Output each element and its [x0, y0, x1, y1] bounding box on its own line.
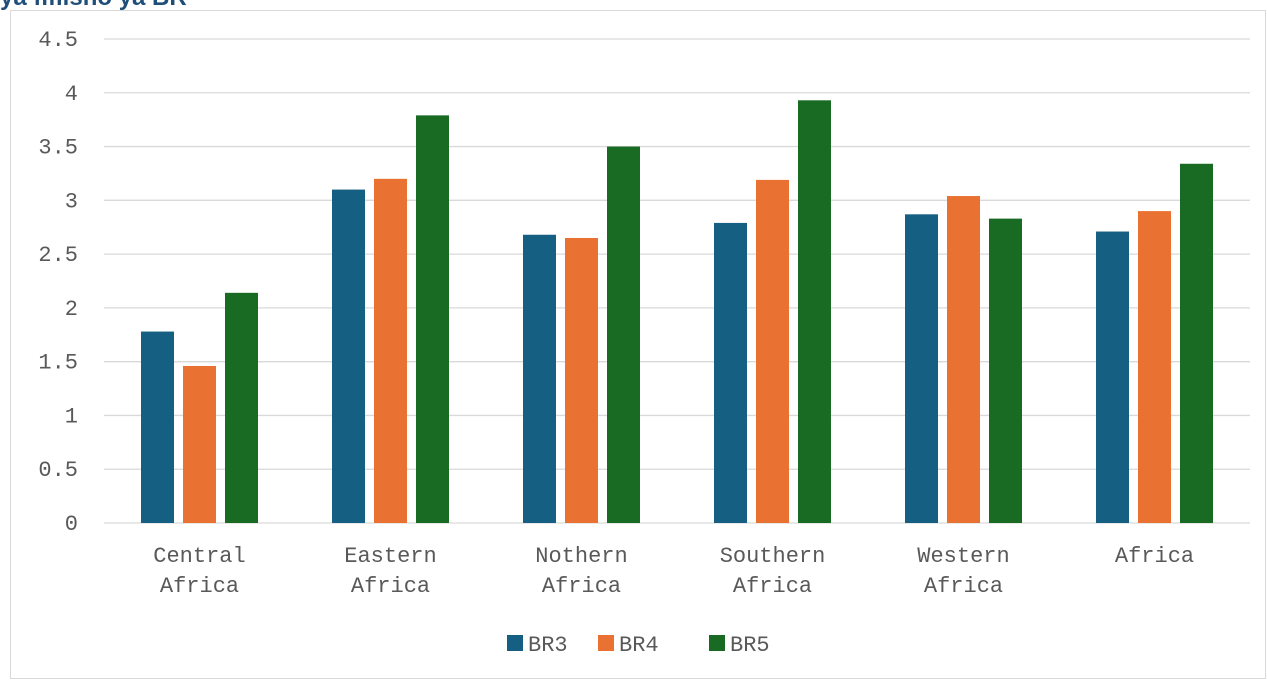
x-tick-label-line: Africa — [1115, 544, 1194, 569]
bar-br4 — [947, 196, 980, 523]
chart-frame — [10, 10, 1266, 679]
bar-br3 — [1096, 231, 1129, 523]
bar-br3 — [141, 331, 174, 523]
x-tick-label-line: Nothern — [535, 544, 627, 569]
chart-title-fragment: ya fifiisho ya BR — [0, 0, 187, 10]
bar-br3 — [905, 214, 938, 523]
y-tick-label: 2 — [65, 297, 78, 322]
legend-swatch-br4 — [598, 635, 614, 651]
y-tick-label: 1.5 — [38, 351, 78, 376]
y-axis-ticks: 0 0.5 1 1.5 2 2.5 3 3.5 4 4.5 — [38, 28, 78, 537]
bar-br5 — [989, 218, 1022, 523]
bar-br5 — [225, 292, 258, 523]
y-tick-label: 4 — [65, 82, 78, 107]
x-tick-label-line: Africa — [351, 574, 430, 599]
legend-label-br5: BR5 — [730, 633, 770, 658]
bar-br4 — [183, 365, 216, 523]
x-tick-label-line: Western — [917, 544, 1009, 569]
x-tick-label-line: Central — [153, 544, 245, 569]
gridlines — [104, 38, 1250, 524]
x-tick-label: Nothern Africa — [535, 544, 627, 599]
x-tick-label: Eastern Africa — [344, 544, 436, 599]
bar-br4 — [565, 237, 598, 523]
x-tick-label: Central Africa — [153, 544, 245, 599]
legend-swatch-br3 — [507, 635, 523, 651]
bar-br4 — [1138, 211, 1171, 524]
x-tick-label-line: Africa — [924, 574, 1003, 599]
x-tick-label-line: Africa — [542, 574, 621, 599]
legend-label-br4: BR4 — [619, 633, 659, 658]
bar-br5 — [798, 100, 831, 523]
x-tick-label: Southern Africa — [720, 544, 826, 599]
bars — [141, 100, 1213, 524]
legend-label-br3: BR3 — [528, 633, 568, 658]
legend-swatch-br5 — [709, 635, 725, 651]
x-tick-label: Africa — [1115, 544, 1194, 569]
bar-br3 — [523, 234, 556, 524]
y-tick-label: 3.5 — [38, 136, 78, 161]
x-tick-label-line: Southern — [720, 544, 826, 569]
x-tick-label-line: Africa — [733, 574, 812, 599]
legend: BR3 BR4 BR5 — [507, 633, 770, 658]
y-tick-label: 0 — [65, 512, 78, 537]
bar-br3 — [714, 222, 747, 524]
bar-br3 — [332, 189, 365, 524]
y-tick-label: 1 — [65, 404, 78, 429]
x-tick-label-line: Eastern — [344, 544, 436, 569]
bar-br4 — [756, 179, 789, 524]
y-tick-label: 0.5 — [38, 458, 78, 483]
x-tick-label-line: Africa — [160, 574, 239, 599]
y-tick-label: 2.5 — [38, 243, 78, 268]
bar-br5 — [607, 146, 640, 524]
x-tick-label: Western Africa — [917, 544, 1009, 599]
bar-br4 — [374, 178, 407, 524]
bar-br5 — [416, 115, 449, 523]
y-tick-label: 4.5 — [38, 28, 78, 53]
bar-br5 — [1180, 163, 1213, 523]
y-tick-label: 3 — [65, 189, 78, 214]
